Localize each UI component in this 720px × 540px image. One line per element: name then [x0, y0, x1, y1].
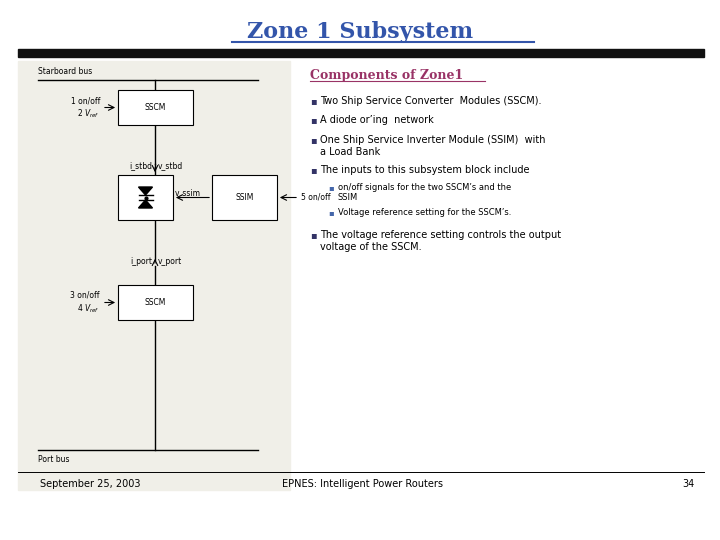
Text: Port bus: Port bus	[38, 456, 70, 464]
Text: i_port: i_port	[130, 258, 152, 267]
Text: on/off signals for the two SSCM’s and the
SSIM: on/off signals for the two SSCM’s and th…	[338, 183, 511, 202]
Text: v_port: v_port	[158, 258, 182, 267]
Text: ▪: ▪	[310, 115, 317, 125]
Bar	[18, 49, 704, 57]
Text: i_stbd: i_stbd	[129, 161, 152, 171]
Text: 3 on/off: 3 on/off	[71, 291, 100, 300]
Text: 5 on/off: 5 on/off	[301, 193, 330, 202]
Text: 2 $V_{ref}$: 2 $V_{ref}$	[78, 107, 100, 120]
Text: ▪: ▪	[328, 183, 333, 192]
Bar	[118, 175, 173, 220]
Text: 1 on/off: 1 on/off	[71, 96, 100, 105]
Text: ▪: ▪	[310, 96, 317, 106]
Text: SSIM: SSIM	[235, 193, 253, 202]
Text: A diode or’ing  network: A diode or’ing network	[320, 115, 433, 125]
Text: The inputs to this subsystem block include: The inputs to this subsystem block inclu…	[320, 165, 529, 175]
Text: SSCM: SSCM	[145, 103, 166, 112]
Text: 4 $V_{ref}$: 4 $V_{ref}$	[78, 302, 100, 315]
Polygon shape	[138, 200, 153, 208]
Bar	[18, 61, 290, 490]
Text: The voltage reference setting controls the output
voltage of the SSCM.: The voltage reference setting controls t…	[320, 230, 561, 252]
Bar	[212, 175, 277, 220]
Bar	[118, 285, 193, 320]
Text: Starboard bus: Starboard bus	[38, 68, 92, 77]
Bar	[118, 90, 193, 125]
Text: EPNES: Intelligent Power Routers: EPNES: Intelligent Power Routers	[282, 479, 443, 489]
Text: Zone 1 Subsystem: Zone 1 Subsystem	[247, 21, 473, 43]
Text: One Ship Service Inverter Module (SSIM)  with
a Load Bank: One Ship Service Inverter Module (SSIM) …	[320, 135, 546, 157]
Text: ▪: ▪	[328, 208, 333, 217]
Polygon shape	[138, 187, 153, 195]
Text: v_ssim: v_ssim	[175, 188, 201, 197]
Text: Two Ship Service Converter  Modules (SSCM).: Two Ship Service Converter Modules (SSCM…	[320, 96, 541, 106]
Text: ▪: ▪	[310, 135, 317, 145]
Text: 34: 34	[683, 479, 695, 489]
Text: Voltage reference setting for the SSCM’s.: Voltage reference setting for the SSCM’s…	[338, 208, 511, 217]
Text: SSCM: SSCM	[145, 298, 166, 307]
Text: Components of Zone1: Components of Zone1	[310, 69, 463, 82]
Text: ▪: ▪	[310, 230, 317, 240]
Text: ▪: ▪	[310, 165, 317, 175]
Text: v_stbd: v_stbd	[158, 161, 184, 171]
Text: September 25, 2003: September 25, 2003	[40, 479, 140, 489]
